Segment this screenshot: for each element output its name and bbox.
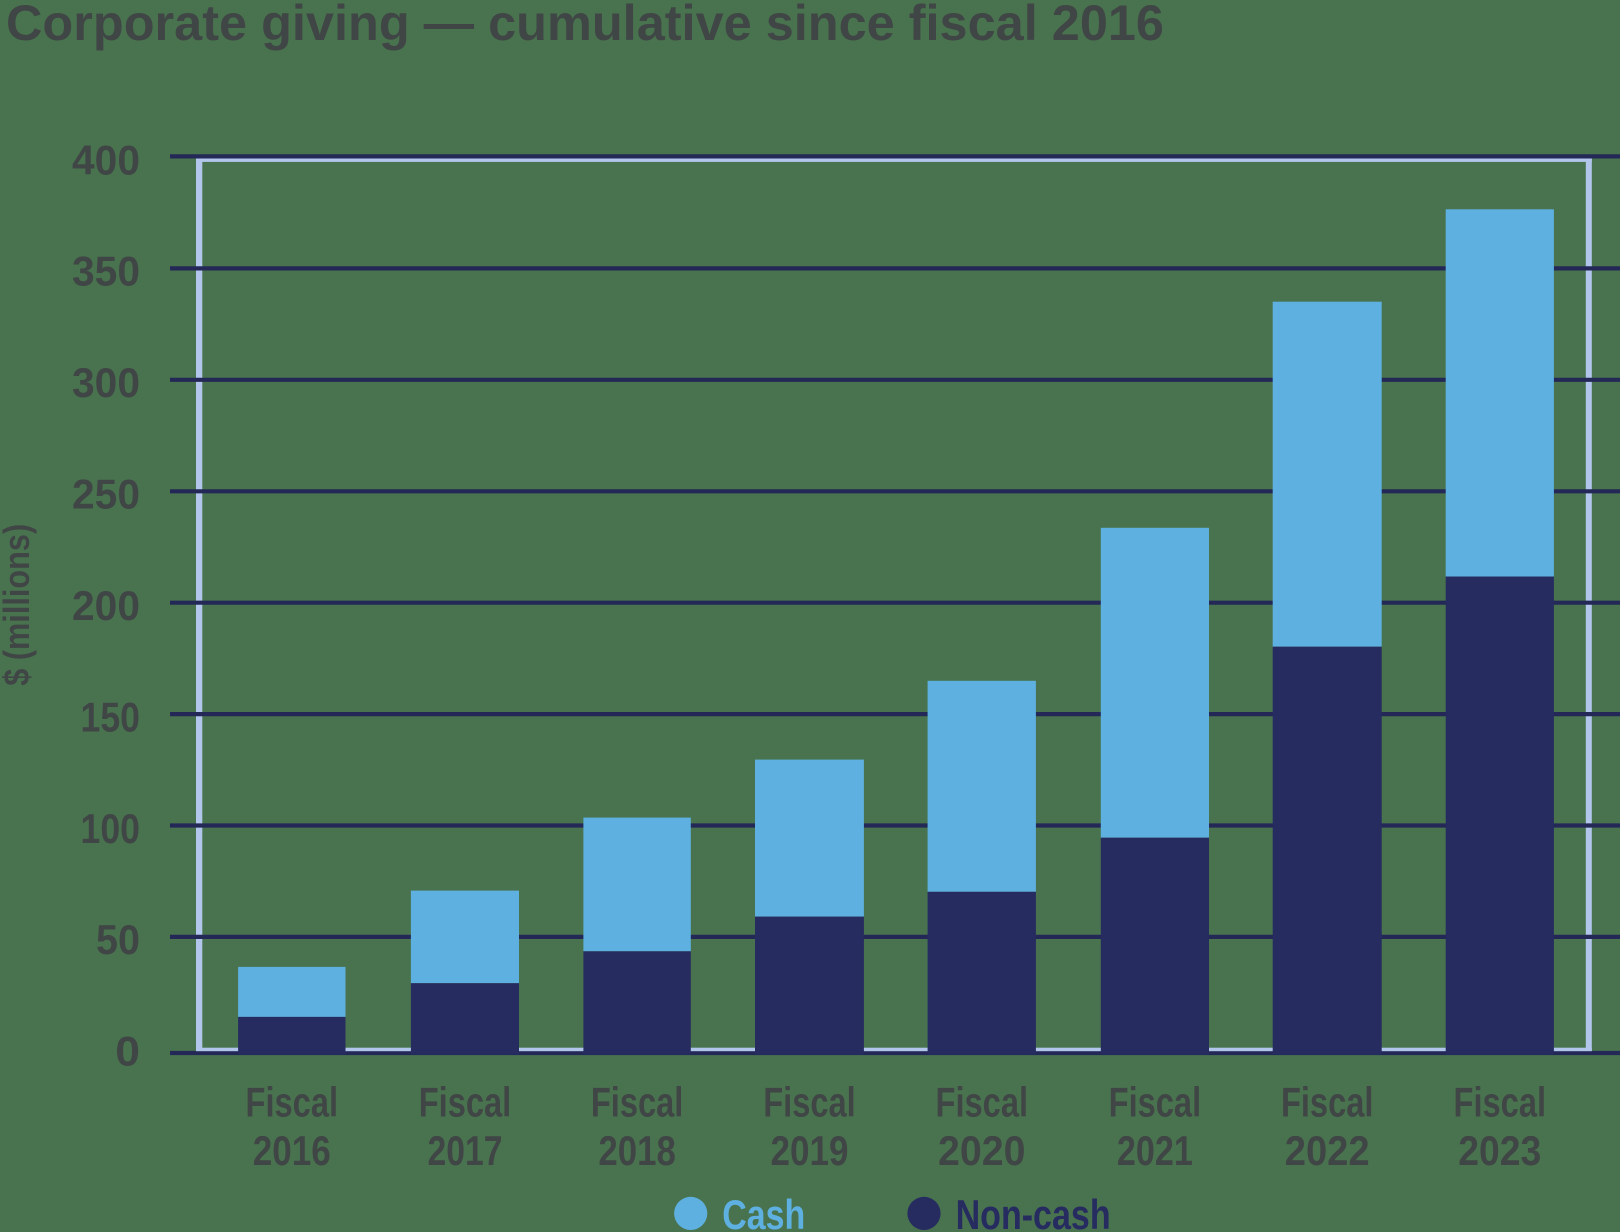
svg-text:Fiscal: Fiscal	[246, 1079, 339, 1126]
svg-text:Fiscal: Fiscal	[1281, 1079, 1374, 1126]
svg-text:Cash: Cash	[722, 1191, 805, 1232]
svg-text:2023: 2023	[1458, 1127, 1541, 1174]
svg-text:200: 200	[72, 582, 140, 629]
svg-text:100: 100	[81, 805, 141, 852]
svg-text:150: 150	[81, 693, 141, 740]
svg-text:2022: 2022	[1285, 1127, 1370, 1174]
svg-text:$ (millions): $ (millions)	[0, 524, 37, 686]
svg-text:Fiscal: Fiscal	[763, 1079, 856, 1126]
svg-text:2017: 2017	[428, 1127, 503, 1174]
svg-text:50: 50	[96, 916, 140, 963]
svg-text:2020: 2020	[938, 1127, 1026, 1174]
svg-text:Fiscal: Fiscal	[936, 1079, 1029, 1126]
svg-text:Corporate giving — cumulative: Corporate giving — cumulative since fisc…	[6, 0, 1164, 51]
svg-text:Fiscal: Fiscal	[591, 1079, 684, 1126]
svg-text:300: 300	[72, 359, 140, 406]
svg-text:Fiscal: Fiscal	[419, 1079, 512, 1126]
svg-text:2021: 2021	[1117, 1127, 1193, 1174]
svg-text:350: 350	[72, 248, 140, 295]
svg-text:250: 250	[72, 471, 140, 518]
svg-text:Fiscal: Fiscal	[1454, 1079, 1547, 1126]
svg-text:400: 400	[72, 136, 140, 183]
svg-text:2018: 2018	[598, 1127, 676, 1174]
svg-text:2016: 2016	[253, 1127, 331, 1174]
svg-text:2019: 2019	[771, 1127, 849, 1174]
svg-text:Fiscal: Fiscal	[1109, 1079, 1202, 1126]
svg-text:Non-cash: Non-cash	[956, 1191, 1111, 1232]
svg-text:0: 0	[115, 1028, 140, 1075]
